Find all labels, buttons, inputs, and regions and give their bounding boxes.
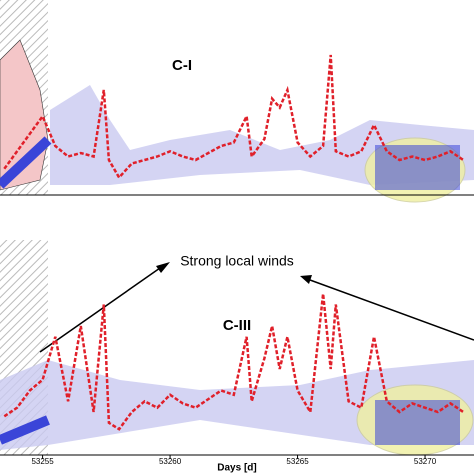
x-tick-label: 53260 xyxy=(159,457,182,466)
dense-region xyxy=(0,136,52,189)
arrow xyxy=(309,279,474,341)
data-line xyxy=(3,54,465,180)
x-tick-label: 53255 xyxy=(31,457,54,466)
annotation: Strong local winds xyxy=(180,253,294,269)
arrow xyxy=(39,267,161,353)
arrow-head xyxy=(300,275,312,284)
x-axis-label: Days [d] xyxy=(217,463,256,474)
dense-region xyxy=(0,415,50,445)
arrow-head xyxy=(156,262,170,273)
x-tick-label: 53270 xyxy=(414,457,437,466)
panel-title: C-I xyxy=(172,57,192,74)
data-line xyxy=(3,293,464,431)
panel-title: C-III xyxy=(223,317,251,334)
x-tick-label: 53265 xyxy=(286,457,309,466)
